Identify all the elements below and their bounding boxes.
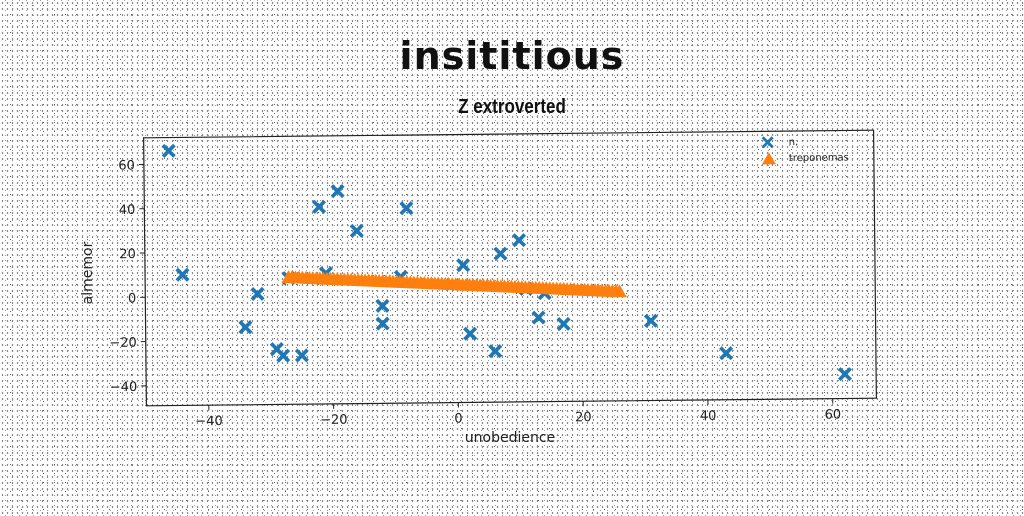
series-treponemas	[281, 267, 626, 301]
data-point-n	[557, 317, 571, 331]
data-point-n	[532, 310, 546, 324]
legend-marker-n	[762, 136, 774, 148]
data-point-n	[350, 224, 364, 238]
data-point-n	[175, 268, 189, 282]
legend-marker-treponemas	[762, 152, 776, 164]
data-point-n	[238, 320, 252, 334]
data-point-n	[456, 258, 470, 272]
plot-frame	[144, 130, 877, 406]
data-point-n	[295, 348, 309, 362]
series-n	[162, 137, 852, 389]
data-point-n	[838, 367, 852, 381]
data-point-n	[375, 299, 389, 313]
x-tick-label: 20	[575, 410, 592, 425]
data-point-n	[719, 346, 733, 360]
data-point-n	[488, 344, 502, 358]
y-tick-label: 20	[119, 247, 136, 262]
legend-label-treponemas: treponemas	[789, 152, 849, 164]
y-tick-label: −40	[110, 380, 138, 395]
y-axis: −40 −20 0 20 40 60	[107, 158, 146, 395]
x-tick-label: 40	[700, 409, 717, 424]
y-axis-label: almemor	[80, 241, 96, 304]
data-point-n	[250, 287, 264, 301]
y-tick-label: 0	[128, 291, 136, 306]
y-tick-label: −20	[109, 336, 137, 351]
data-point-n	[376, 317, 390, 331]
legend: n. treponemas	[762, 135, 849, 164]
data-point-n	[331, 184, 345, 198]
x-tick-label: −40	[195, 414, 223, 429]
legend-label-n: n.	[789, 137, 799, 148]
x-axis: −40 −20 0 20 40 60	[195, 399, 841, 430]
x-axis-label: unobedience	[465, 430, 555, 446]
y-tick-label: 40	[119, 203, 136, 218]
x-tick-label: −20	[320, 413, 348, 428]
data-point-n	[644, 314, 658, 328]
data-point-n	[463, 327, 477, 341]
x-tick-label: 60	[825, 408, 842, 423]
y-tick-label: 60	[118, 159, 135, 174]
data-point-n	[276, 349, 290, 363]
data-point-n	[493, 247, 507, 261]
data-point-n	[162, 144, 176, 158]
data-point-n	[399, 201, 413, 215]
data-point-n	[312, 200, 326, 214]
data-point-n	[512, 233, 526, 247]
x-tick-label: 0	[454, 412, 462, 427]
plot-group: −40 −20 0 20 40 60 −40 −20 0 20 40 60 n. treponema…	[107, 130, 876, 430]
